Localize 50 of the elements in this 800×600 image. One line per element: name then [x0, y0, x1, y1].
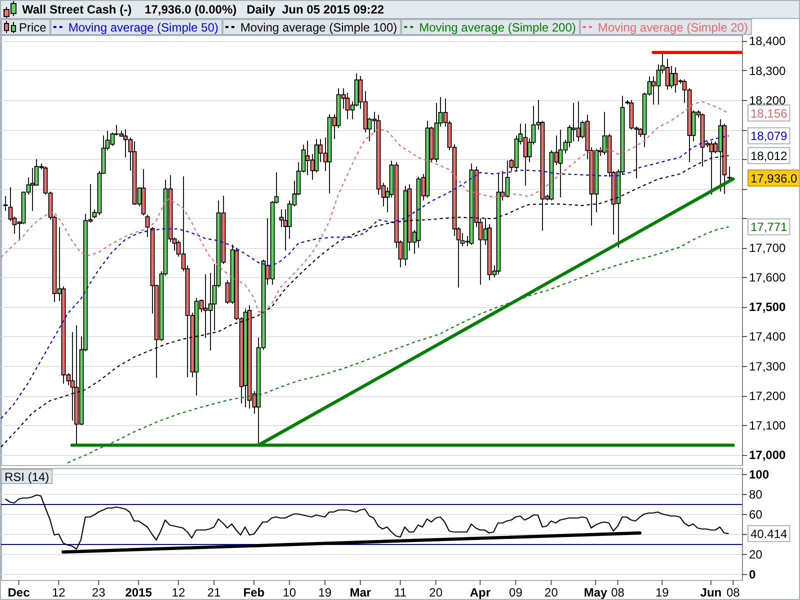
x-tick-label: 20: [544, 586, 558, 600]
y-tick-label: 17,300: [749, 359, 786, 374]
x-tick-label: 09: [509, 586, 523, 600]
x-tick-label: Dec: [8, 586, 30, 600]
y-tick-label: 0: [749, 567, 756, 582]
x-tick-label: 08: [611, 586, 625, 600]
y-tick-label: 18,200: [749, 93, 786, 108]
y-tick-label: 17,000: [749, 448, 786, 462]
data-label: 18,012: [750, 148, 788, 163]
data-label: 18,079: [750, 129, 788, 144]
x-tick-label: Mar: [350, 586, 372, 600]
data-label: 17,771: [750, 220, 788, 234]
legend-label: Moving average (Simple 20): [598, 20, 748, 34]
chart-subtitle: 17,936.0 (0.00%) Daily Jun 05 2015 09:22: [144, 2, 384, 16]
legend-label: Moving average (Simple 100): [240, 20, 398, 34]
legend-label: Moving average (Simple 50): [68, 20, 218, 34]
y-tick-label: 60: [749, 507, 763, 522]
data-label: 18,156: [750, 106, 788, 120]
x-tick-label: 08: [726, 586, 740, 600]
chart-title: Wall Street Cash (-): [22, 2, 132, 16]
y-tick-label: 17,700: [749, 241, 786, 256]
y-tick-label: 17,400: [749, 330, 786, 344]
legend-label: Price: [19, 20, 47, 34]
x-tick-label: 10: [282, 586, 296, 600]
legend-label: Moving average (Simple 200): [419, 20, 576, 34]
x-tick-label: 2015: [125, 586, 152, 600]
y-tick-label: 18,300: [749, 64, 786, 78]
y-tick-label: 100: [749, 467, 770, 482]
y-tick-label: 17,500: [749, 300, 786, 314]
x-tick-label: May: [584, 586, 608, 600]
x-tick-label: Jun: [700, 586, 722, 600]
y-tick-label: 17,200: [749, 388, 786, 403]
x-tick-label: 21: [207, 586, 221, 600]
x-tick-label: 12: [52, 586, 66, 600]
text: 17,936.0: [750, 171, 798, 186]
x-tick-label: 11: [394, 586, 407, 600]
x-tick-label: 20: [429, 586, 443, 600]
x-tick-label: 12: [172, 586, 186, 600]
x-tick-label: 19: [318, 586, 332, 600]
x-tick-label: Feb: [243, 586, 265, 600]
y-tick-label: 20: [749, 547, 763, 562]
x-tick-label: Apr: [470, 586, 491, 600]
y-tick-label: 17,600: [749, 270, 786, 285]
data-label: 40.414: [750, 526, 788, 541]
y-tick-label: 18,400: [749, 34, 786, 48]
x-tick-label: 19: [655, 586, 670, 600]
chart-title: RSI (14): [4, 470, 50, 484]
y-tick-label: 17,100: [749, 418, 786, 432]
y-tick-label: 80: [749, 487, 763, 502]
x-tick-label: 23: [92, 586, 106, 600]
